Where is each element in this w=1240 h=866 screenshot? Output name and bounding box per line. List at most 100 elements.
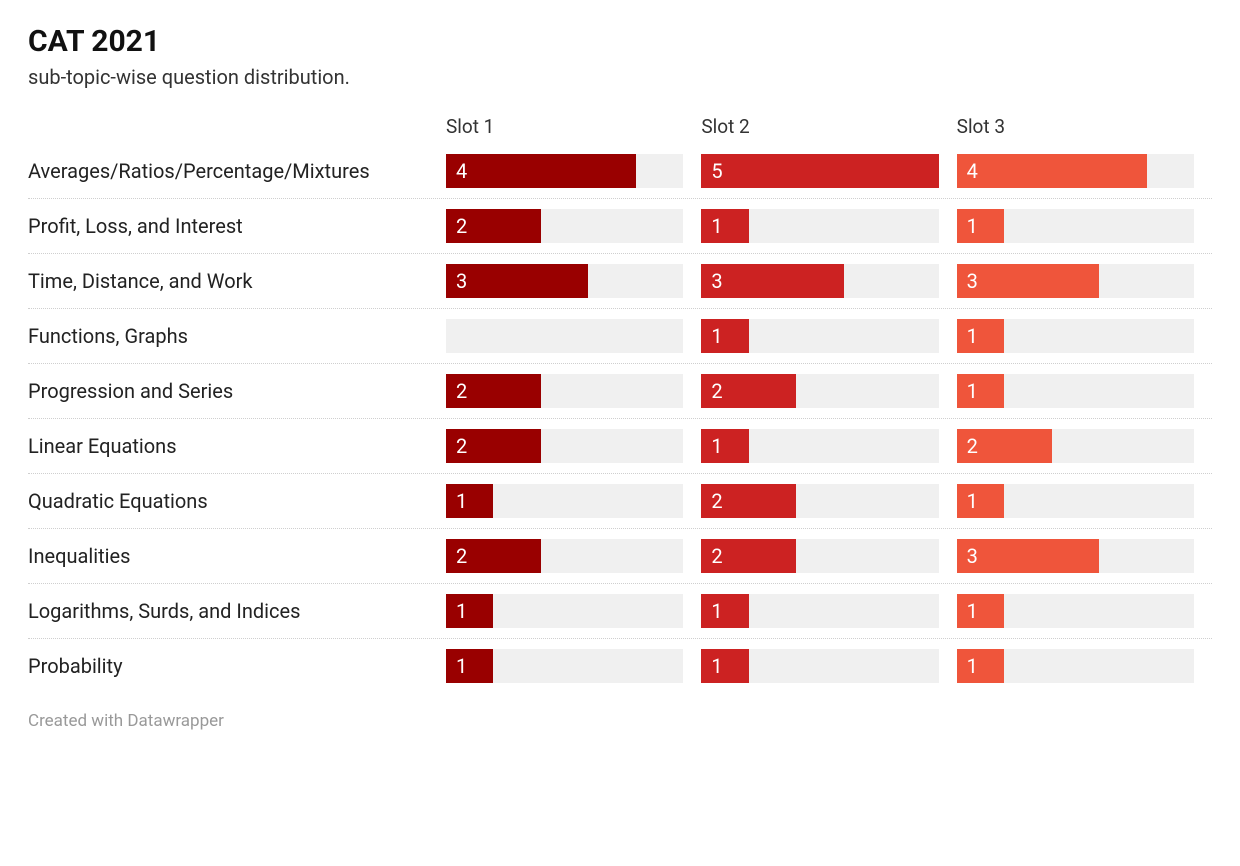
bar-value: 1 <box>701 654 722 678</box>
bar-fill: 2 <box>446 209 541 243</box>
bar-value: 1 <box>957 214 978 238</box>
row-label: Linear Equations <box>28 434 446 458</box>
column-header: Slot 2 <box>701 115 956 138</box>
row-label: Probability <box>28 654 446 678</box>
bar-cell: 1 <box>957 209 1212 243</box>
column-header: Slot 1 <box>446 115 701 138</box>
bar-cell: 1 <box>446 594 701 628</box>
bar-value: 1 <box>701 214 722 238</box>
bar-fill: 4 <box>446 154 636 188</box>
bar-fill: 1 <box>701 594 748 628</box>
bar-track: 3 <box>957 264 1194 298</box>
bar-track: 2 <box>446 209 683 243</box>
column-header: Slot 3 <box>957 115 1212 138</box>
bar-track: 1 <box>701 429 938 463</box>
bar-cell: 1 <box>957 594 1212 628</box>
bar-track: 1 <box>701 209 938 243</box>
bar-track: 3 <box>446 264 683 298</box>
row-label: Averages/Ratios/Percentage/Mixtures <box>28 159 446 183</box>
bar-value: 2 <box>446 434 467 458</box>
bar-value: 1 <box>957 489 978 513</box>
page-subtitle: sub-topic-wise question distribution. <box>28 65 1212 89</box>
distribution-chart: Slot 1 Slot 2 Slot 3 Averages/Ratios/Per… <box>28 115 1212 693</box>
bar-fill: 2 <box>446 374 541 408</box>
bar-value: 1 <box>957 379 978 403</box>
bar-cell: 1 <box>701 319 956 353</box>
bar-cell: 2 <box>701 484 956 518</box>
bar-cell: 2 <box>701 374 956 408</box>
bar-fill: 1 <box>957 319 1004 353</box>
bar-cell: 1 <box>957 484 1212 518</box>
bar-value: 2 <box>957 434 978 458</box>
bar-fill: 1 <box>701 319 748 353</box>
bar-cell: 1 <box>701 594 956 628</box>
bar-track: 1 <box>446 594 683 628</box>
table-row: Profit, Loss, and Interest2 1 1 <box>28 198 1212 253</box>
bar-value: 2 <box>701 489 722 513</box>
bar-track: 1 <box>957 209 1194 243</box>
row-label: Profit, Loss, and Interest <box>28 214 446 238</box>
bar-track: 2 <box>701 484 938 518</box>
bar-track: 4 <box>957 154 1194 188</box>
table-row: Averages/Ratios/Percentage/Mixtures454 <box>28 144 1212 198</box>
bar-value: 1 <box>701 324 722 348</box>
bar-fill: 1 <box>701 429 748 463</box>
bar-value: 1 <box>701 434 722 458</box>
bar-cell: 1 <box>446 484 701 518</box>
bar-track: 1 <box>446 649 683 683</box>
bar-track: 1 <box>957 374 1194 408</box>
bar-fill: 1 <box>957 649 1004 683</box>
bar-value: 2 <box>446 379 467 403</box>
table-row: Progression and Series221 <box>28 363 1212 418</box>
bar-cell: 1 <box>446 649 701 683</box>
bar-value: 4 <box>957 159 978 183</box>
bar-fill: 2 <box>957 429 1052 463</box>
bar-fill: 1 <box>446 484 493 518</box>
row-label: Inequalities <box>28 544 446 568</box>
bar-value: 1 <box>957 654 978 678</box>
bar-track: 3 <box>957 539 1194 573</box>
bar-fill: 2 <box>701 374 796 408</box>
table-row: Time, Distance, and Work333 <box>28 253 1212 308</box>
bar-cell: 1 <box>701 429 956 463</box>
bar-track: 2 <box>701 374 938 408</box>
table-row: Linear Equations212 <box>28 418 1212 473</box>
bar-value: 1 <box>446 654 467 678</box>
bar-cell: 3 <box>957 264 1212 298</box>
bar-fill: 1 <box>446 594 493 628</box>
bar-value: 1 <box>957 599 978 623</box>
bar-value: 1 <box>957 324 978 348</box>
bar-fill: 4 <box>957 154 1147 188</box>
column-header-row: Slot 1 Slot 2 Slot 3 <box>28 115 1212 144</box>
bar-cell: 2 <box>446 209 701 243</box>
row-label: Progression and Series <box>28 379 446 403</box>
bar-fill: 2 <box>701 539 796 573</box>
bar-track: 1 <box>701 319 938 353</box>
bar-track: 1 <box>957 484 1194 518</box>
bar-track <box>446 319 683 353</box>
bar-cell: 3 <box>957 539 1212 573</box>
bar-value: 3 <box>957 269 978 293</box>
bar-fill: 1 <box>957 484 1004 518</box>
bar-track: 2 <box>446 429 683 463</box>
bar-value: 2 <box>446 214 467 238</box>
bar-track: 2 <box>957 429 1194 463</box>
bar-track: 5 <box>701 154 938 188</box>
bar-fill: 2 <box>701 484 796 518</box>
bar-value: 2 <box>446 544 467 568</box>
table-row: Probability111 <box>28 638 1212 693</box>
bar-fill: 1 <box>957 374 1004 408</box>
bar-cell: 4 <box>957 154 1212 188</box>
row-label: Quadratic Equations <box>28 489 446 513</box>
bar-cell: 1 <box>957 319 1212 353</box>
bar-fill: 1 <box>446 649 493 683</box>
bar-cell: 1 <box>957 374 1212 408</box>
bar-track: 1 <box>701 649 938 683</box>
bar-track: 3 <box>701 264 938 298</box>
bar-cell: 4 <box>446 154 701 188</box>
bar-cell: 1 <box>701 649 956 683</box>
bar-fill: 1 <box>701 649 748 683</box>
bar-cell: 1 <box>701 209 956 243</box>
bar-track: 1 <box>446 484 683 518</box>
bar-value: 1 <box>701 599 722 623</box>
